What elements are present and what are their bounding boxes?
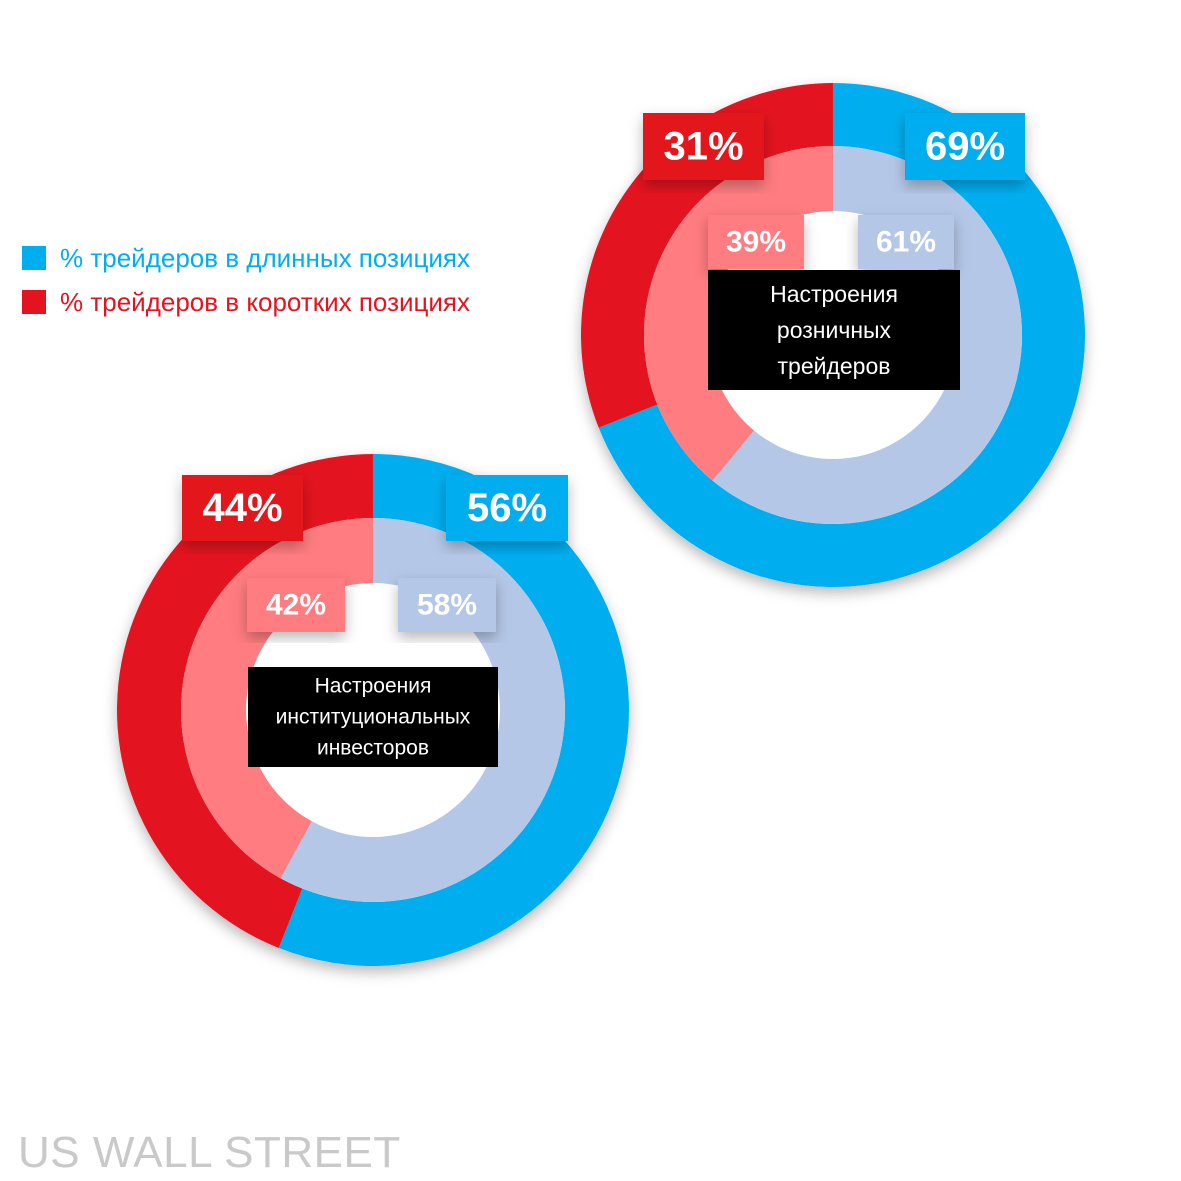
inner-label-text-short: 42% (266, 589, 326, 622)
legend-swatch-short (22, 290, 46, 314)
outer-ring-slice-long (278, 454, 629, 967)
outer-label-box-long (446, 475, 568, 541)
center-title-line: инвесторов (317, 737, 429, 760)
inner-data-label-short: 42% (247, 578, 345, 632)
outer-data-label-long: 69% (905, 113, 1025, 180)
legend-label-short: % трейдеров в коротких позициях (60, 286, 471, 317)
center-title-box (248, 667, 498, 767)
legend-label-long: % трейдеров в длинных позициях (60, 242, 470, 273)
institutional-investors-donut: 56% 44% 58% 42% Настроения институциональных и… (117, 454, 629, 967)
legend: % трейдеров в длинных позициях % трейдер… (22, 236, 470, 324)
center-title-line: Настроения (315, 675, 432, 698)
retail-traders-donut: 69% 31% 61% 39% Настроения розничных трейдеров (581, 83, 1086, 588)
inner-label-text-short: 39% (726, 226, 786, 259)
outer-label-box-short (182, 475, 303, 541)
outer-ring-slice-short (117, 454, 373, 949)
outer-label-text-short: 44% (202, 486, 282, 530)
legend-item-short: % трейдеров в коротких позициях (22, 280, 470, 324)
center-title-line: институциональных (276, 706, 471, 729)
center-title-line: трейдеров (778, 353, 891, 379)
outer-label-text-short: 31% (663, 125, 743, 169)
legend-item-long: % трейдеров в длинных позициях (22, 236, 470, 280)
inner-label-text-long: 61% (876, 226, 936, 259)
inner-ring-slice-short (643, 146, 833, 481)
outer-label-box-long (905, 113, 1025, 180)
watermark: US WALL STREET (18, 1128, 401, 1177)
inner-label-box-long (398, 578, 496, 632)
outer-label-box-short (643, 113, 764, 180)
inner-data-label-short: 39% (708, 215, 804, 269)
outer-data-label-short: 31% (643, 113, 764, 180)
center-title-line: розничных (777, 317, 892, 343)
center-title-box (708, 270, 960, 390)
outer-data-label-short: 44% (182, 475, 303, 541)
outer-data-label-long: 56% (446, 475, 568, 541)
inner-ring-slice-short (180, 518, 373, 879)
outer-label-text-long: 56% (467, 486, 547, 530)
inner-label-box-long (858, 215, 954, 269)
outer-label-text-long: 69% (925, 125, 1005, 169)
legend-swatch-long (22, 246, 46, 270)
inner-label-box-short (247, 578, 345, 632)
center-title-line: Настроения (770, 281, 898, 307)
inner-label-text-long: 58% (417, 589, 477, 622)
inner-label-box-short (708, 215, 804, 269)
inner-data-label-long: 58% (398, 578, 496, 632)
inner-data-label-long: 61% (858, 215, 954, 269)
